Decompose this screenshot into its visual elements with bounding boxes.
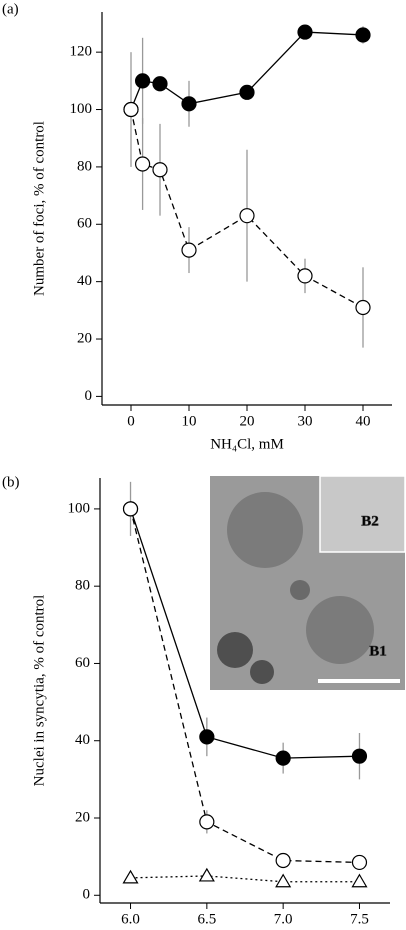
x-tick-label: 6.5 [197,911,216,927]
marker [351,873,368,888]
y-tick-label: 60 [77,216,92,232]
marker [275,750,291,766]
marker [199,729,215,745]
marker [297,24,313,40]
inset-photo [210,475,406,690]
y-tick-label: 40 [77,273,92,289]
marker [351,748,368,764]
y-axis-label: Nuclei in syncytia, % of control [31,595,47,787]
marker [181,96,197,112]
marker [122,869,139,884]
x-axis-label: NH₄Cl, mM [210,436,284,452]
series-line [130,875,360,883]
x-tick-label: 7.5 [350,911,369,927]
marker [239,208,255,224]
y-tick-label: 20 [77,330,92,346]
y-tick-label: 80 [75,578,90,594]
series-line [129,508,360,864]
marker [152,76,168,92]
marker [297,268,313,284]
panel-label: (a) [2,1,19,17]
marker [351,854,368,871]
marker [355,27,371,43]
x-tick-label: 20 [240,413,255,429]
marker [275,852,291,869]
x-tick-label: 0 [127,413,135,429]
marker [135,156,151,172]
x-tick-label: 30 [298,413,313,429]
y-tick-label: 60 [75,655,90,671]
x-tick-label: 7.0 [274,911,293,927]
inset-label: B2 [361,513,379,529]
inset-label: B1 [369,643,387,659]
x-tick-label: 6.0 [121,911,140,927]
panel-label: (b) [2,474,20,490]
marker [181,242,197,258]
y-tick-label: 100 [70,101,93,117]
marker [123,101,139,118]
y-tick-label: 80 [77,158,92,174]
y-tick-label: 40 [75,732,90,748]
y-tick-label: 20 [75,809,90,825]
marker [199,814,215,830]
marker [239,84,255,100]
y-tick-label: 0 [83,887,91,903]
y-tick-label: 100 [68,500,91,516]
marker [152,162,168,178]
x-tick-label: 10 [182,413,197,429]
marker [135,73,151,89]
x-tick-label: 40 [356,413,371,429]
y-axis-label: Number of foci, % of control [31,121,47,296]
marker [198,867,215,882]
marker [122,501,139,517]
y-tick-label: 120 [70,44,93,60]
y-tick-label: 0 [85,388,93,404]
marker [355,299,371,316]
series-line [129,508,360,759]
marker [275,873,292,888]
